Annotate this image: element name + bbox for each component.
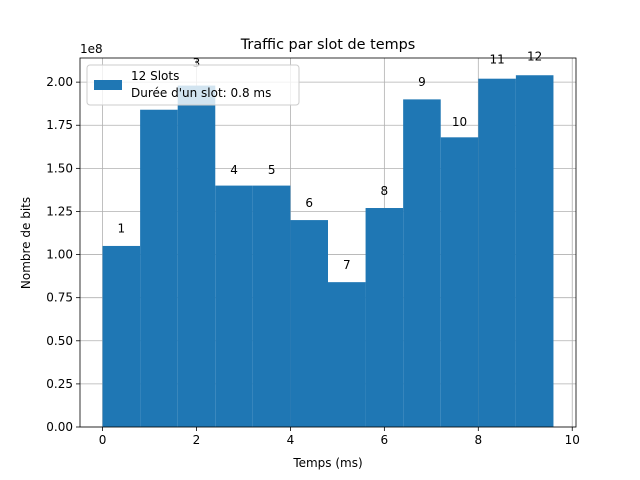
x-tick-label: 0 bbox=[99, 433, 107, 447]
y-tick-label: 1.50 bbox=[46, 161, 73, 175]
bar bbox=[140, 109, 178, 427]
legend-box bbox=[86, 64, 300, 106]
y-tick-label: 1.75 bbox=[46, 118, 73, 132]
bar-annotation: 8 bbox=[381, 184, 389, 198]
bar-annotation: 4 bbox=[230, 163, 238, 177]
bar bbox=[515, 75, 554, 428]
bar bbox=[290, 220, 328, 427]
y-tick-label: 1.25 bbox=[46, 204, 73, 218]
y-scale-offset: 1e8 bbox=[80, 42, 103, 56]
x-tick-label: 4 bbox=[287, 433, 295, 447]
bar-annotation: 12 bbox=[527, 49, 542, 63]
y-tick-label: 0.00 bbox=[46, 420, 73, 434]
x-tick-label: 8 bbox=[474, 433, 482, 447]
y-tick-label: 0.25 bbox=[46, 377, 73, 391]
legend-entry-1: 12 Slots bbox=[131, 69, 179, 83]
bar-annotation: 10 bbox=[452, 115, 467, 129]
bar-annotation: 5 bbox=[268, 163, 276, 177]
y-tick-label: 2.00 bbox=[46, 75, 73, 89]
bar bbox=[215, 185, 253, 427]
bar bbox=[440, 137, 479, 428]
bar bbox=[102, 245, 141, 427]
bar bbox=[177, 85, 216, 428]
y-tick-label: 0.50 bbox=[46, 334, 73, 348]
bar bbox=[365, 208, 404, 427]
bar bbox=[403, 99, 441, 427]
x-axis-ticks: 0 2 4 6 8 10 bbox=[99, 427, 580, 447]
x-tick-label: 6 bbox=[381, 433, 389, 447]
x-tick-label: 2 bbox=[193, 433, 201, 447]
legend-swatch bbox=[94, 80, 122, 90]
bar bbox=[252, 185, 291, 427]
x-axis-label: Temps (ms) bbox=[292, 456, 362, 470]
bar bbox=[328, 282, 366, 427]
bar-annotation: 7 bbox=[343, 258, 351, 272]
bar-annotation: 6 bbox=[305, 196, 313, 210]
x-tick-label: 10 bbox=[565, 433, 580, 447]
y-tick-label: 0.75 bbox=[46, 291, 73, 305]
y-tick-label: 1.00 bbox=[46, 248, 73, 262]
bar bbox=[478, 78, 516, 427]
chart-title: Traffic par slot de temps bbox=[240, 37, 415, 53]
bar-annotations: 1 3 4 5 6 7 8 9 10 11 12 bbox=[118, 49, 543, 272]
y-axis-label: Nombre de bits bbox=[19, 197, 33, 289]
axes-frame bbox=[79, 57, 577, 428]
legend: 12 Slots Durée d'un slot: 0.8 ms bbox=[86, 64, 300, 106]
bars bbox=[102, 75, 554, 428]
bar-annotation: 9 bbox=[418, 75, 426, 89]
legend-entry-2: Durée d'un slot: 0.8 ms bbox=[131, 86, 271, 100]
y-axis-ticks: 0.00 0.25 0.50 0.75 1.00 1.25 1.50 1.75 2.00 bbox=[46, 75, 80, 434]
bar-annotation: 11 bbox=[489, 53, 504, 67]
bar-annotation: 1 bbox=[118, 222, 126, 236]
bar-annotation: 3 bbox=[193, 56, 201, 70]
